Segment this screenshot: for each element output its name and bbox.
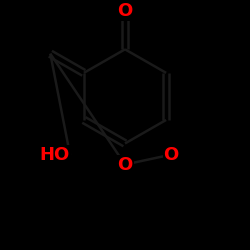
Text: O: O (118, 156, 132, 174)
Text: HO: HO (40, 146, 70, 164)
Text: O: O (164, 146, 179, 164)
Text: O: O (118, 2, 132, 20)
